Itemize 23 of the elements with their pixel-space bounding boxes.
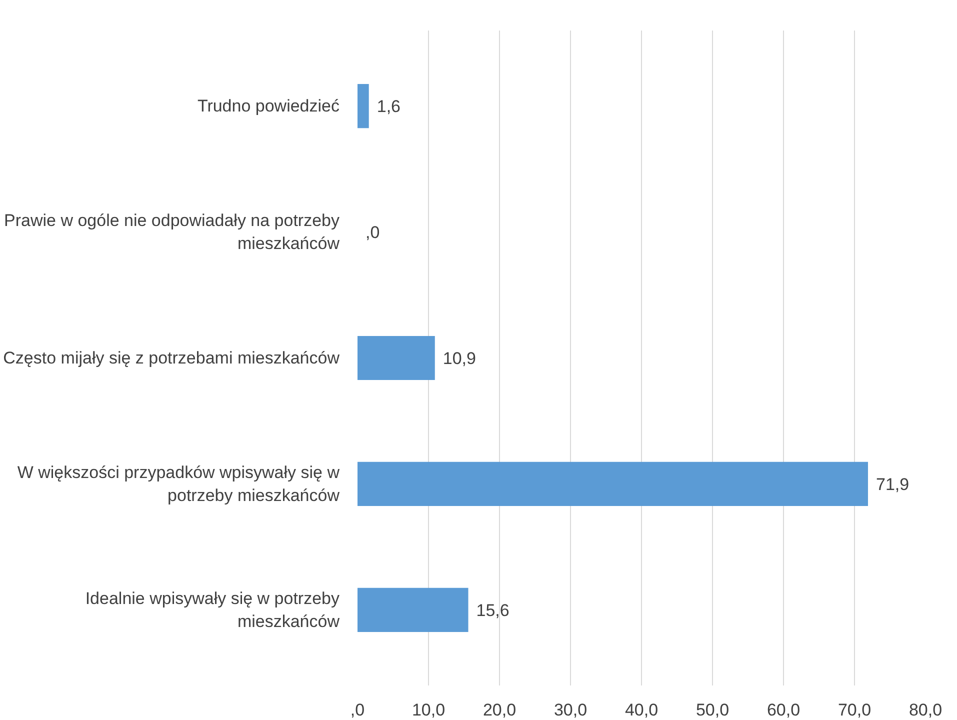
- y-tick-label: Często mijały się z potrzebami mieszkańców: [3, 348, 340, 368]
- y-tick-label: Prawie w ogóle nie odpowiadały na potrzeby mieszkańców: [4, 211, 340, 253]
- x-tick-label: 30,0: [554, 700, 588, 720]
- x-tick-label: 80,0: [908, 700, 942, 720]
- bar: [358, 84, 369, 128]
- x-tick-label: 10,0: [412, 700, 446, 720]
- bar: [358, 588, 468, 632]
- data-label: 15,6: [476, 600, 510, 620]
- y-tick-label: W większości przypadków wpisywały się w potrzeby mieszkańców: [17, 463, 340, 505]
- bar: [358, 336, 435, 380]
- x-tick-label: 70,0: [838, 700, 872, 720]
- x-tick-label: 50,0: [696, 700, 730, 720]
- x-tick-label: 40,0: [624, 700, 658, 720]
- x-tick-label: ,0: [350, 700, 365, 720]
- y-tick-label: Trudno powiedzieć: [197, 96, 340, 116]
- data-label: ,0: [366, 223, 380, 242]
- data-label: 1,6: [376, 97, 400, 116]
- bar: [358, 462, 868, 506]
- x-tick-label: 20,0: [482, 700, 516, 720]
- data-label: 10,9: [442, 349, 476, 368]
- data-label: 71,9: [876, 474, 910, 494]
- y-tick-label: Idealnie wpisywały się w potrzeby mieszkańców: [85, 589, 340, 631]
- x-tick-label: 60,0: [766, 700, 800, 720]
